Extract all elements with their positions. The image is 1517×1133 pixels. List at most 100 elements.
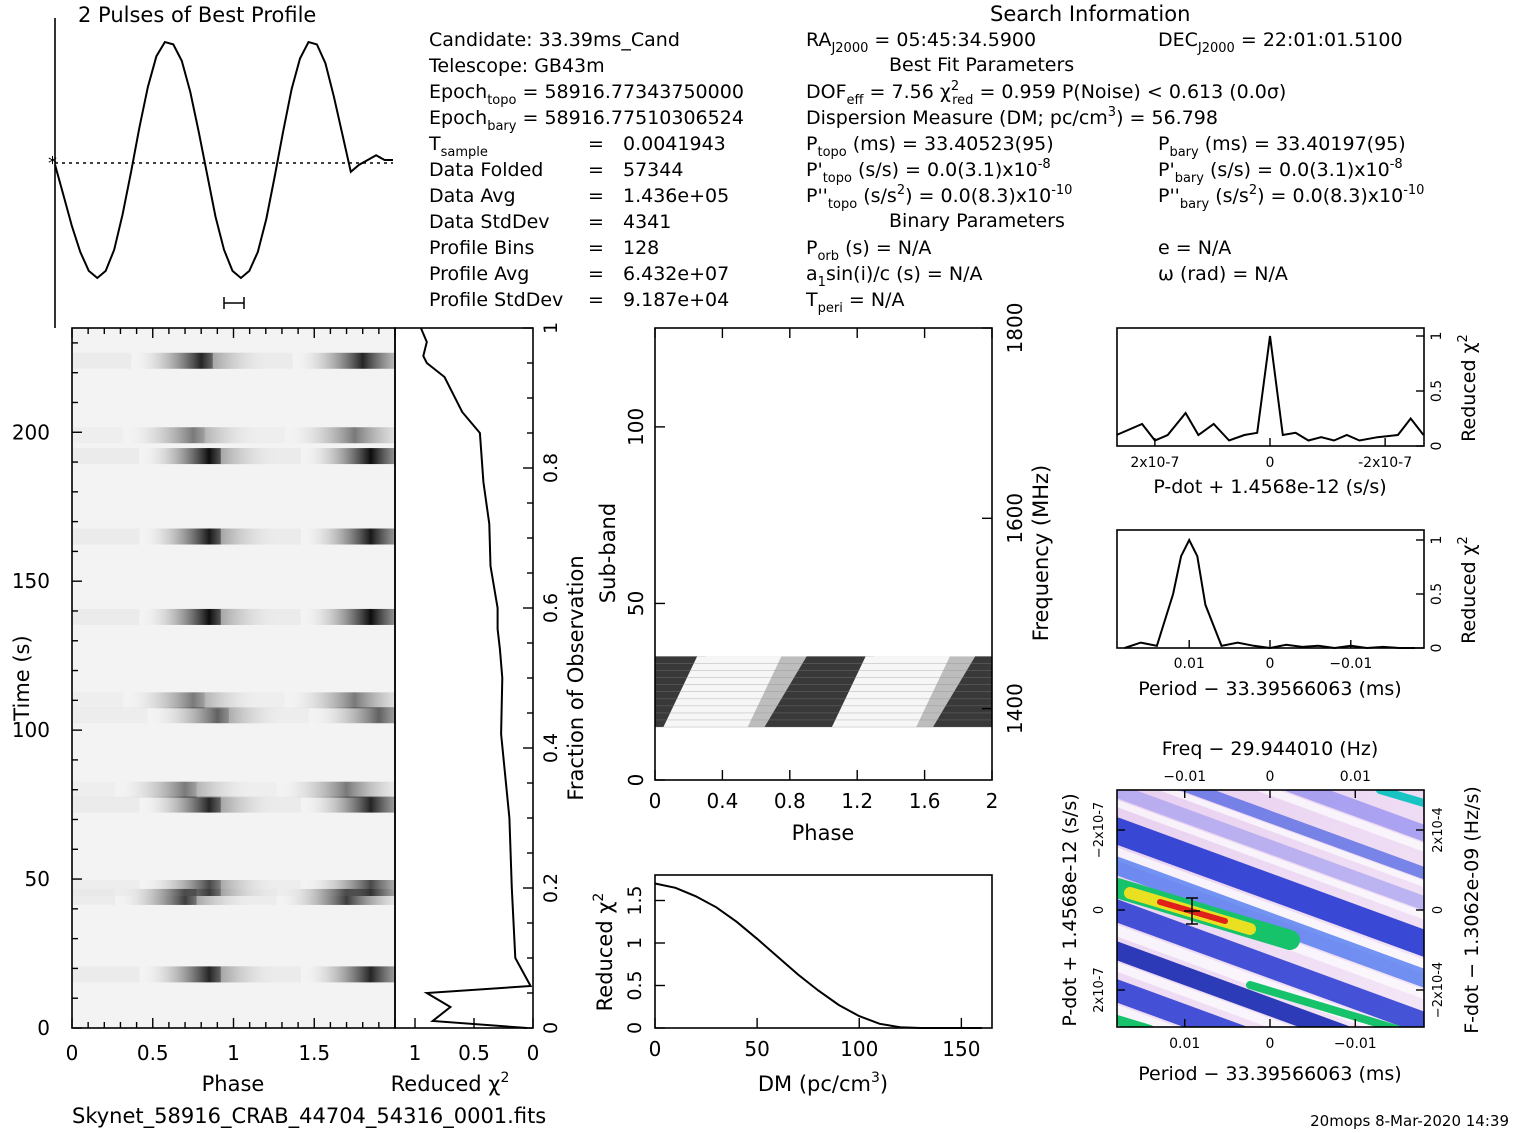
dec-line: DECJ2000 = 22:01:01.5100 <box>1158 29 1403 56</box>
ppdot-corner-peak <box>1376 790 1424 807</box>
best-fit-title: Best Fit Parameters <box>889 54 1074 76</box>
chi2-time-ytick: 0.8 <box>540 453 562 483</box>
ppdot-y2label: F-dot − 1.3062e-09 (Hz/s) <box>1461 786 1483 1034</box>
dm-xtick: 150 <box>942 1037 980 1061</box>
ppdot-contour-highlight <box>1117 962 1294 1027</box>
profile-stddev-eq: = <box>588 289 604 311</box>
pulse-row-band <box>300 880 395 896</box>
dm-axes: 0 50 100 150 0 0.5 1 1.5 <box>624 885 980 1061</box>
ppdot-contour-highlight <box>1117 847 1424 974</box>
dm-xtick: 0 <box>649 1037 662 1061</box>
pulse-row-band <box>300 528 395 545</box>
ppdot-contours <box>1117 790 1424 1027</box>
pdot-ylabel: Reduced χ2 <box>1456 334 1480 442</box>
footer-stamp: 20mops 8-Mar-2020 14:39 <box>1310 1112 1509 1130</box>
pdot-axes: 2x10-7 0 -2x10-7 0 0.5 1 <box>1130 332 1445 471</box>
data-avg-label: Data Avg <box>429 185 516 207</box>
pulse-row-shade <box>72 608 140 625</box>
chi2-time-ytick: 0.4 <box>540 733 562 763</box>
pulse-row-band <box>147 707 288 724</box>
pulse-row-shade <box>220 880 301 896</box>
pdot-ytick: 0 <box>1429 442 1445 451</box>
ra-line: RAJ2000 = 05:45:34.5900 <box>806 29 1036 56</box>
time-phase-xtick: 1.5 <box>298 1041 330 1065</box>
data-stddev-eq: = <box>588 211 604 233</box>
profile-bins-eq: = <box>588 237 604 259</box>
pulse-row-band <box>300 448 395 465</box>
pdot-ytick: 0.5 <box>1429 380 1445 402</box>
binary-title: Binary Parameters <box>889 210 1065 232</box>
subband-y2label: Frequency (MHz) <box>1029 465 1053 641</box>
pdot-xtick: 0 <box>1266 455 1275 471</box>
dm-xlabel: DM (pc/cm3) <box>758 1070 888 1096</box>
period-xlabel: Period − 33.39566063 (ms) <box>1138 678 1401 700</box>
time-phase-ytick: 100 <box>12 718 50 742</box>
period-ytick: 0 <box>1429 644 1445 653</box>
pddot-bary-line: P''bary (s/s2) = 0.0(8.3)x10-10 <box>1158 183 1424 212</box>
ppdot-corner-peak <box>1117 1015 1154 1027</box>
period-xtick: 0 <box>1266 656 1275 672</box>
ppdot-ytick: 2x10-7 <box>1092 967 1107 1012</box>
profile-bins-value: 128 <box>623 237 659 259</box>
pdot-bary-line: P'bary (s/s) = 0.0(3.1)x10-8 <box>1158 157 1403 186</box>
profile-title: 2 Pulses of Best Profile <box>78 3 316 27</box>
pulse-row-shade <box>204 427 285 444</box>
period-axes: 0.01 0 −0.01 0 0.5 1 <box>1174 536 1445 672</box>
ppdot-y2tick: 2x10-4 <box>1431 807 1446 852</box>
subband-ytick: 100 <box>624 408 648 446</box>
tsample-eq: = <box>588 133 604 155</box>
time-phase-background <box>72 328 395 1028</box>
tsample-label: Tsample <box>428 133 488 160</box>
subband-xlabel: Phase <box>792 821 855 845</box>
pulse-row-shade <box>212 352 293 369</box>
pddot-topo-line: P''topo (s/s2) = 0.0(8.3)x10-10 <box>806 183 1072 212</box>
chi2-time-ylabel: Fraction of Observation <box>564 555 588 800</box>
pulse-row-band <box>300 796 395 813</box>
ppdot-topxtick: 0 <box>1266 769 1275 785</box>
ppdot-ytick: 0 <box>1092 906 1107 914</box>
pulse-row-shade <box>196 781 277 798</box>
subband-pulses <box>655 656 992 728</box>
dm-ytick: 1 <box>624 937 646 949</box>
dm-line: Dispersion Measure (DM; pc/cm3) = 56.798 <box>806 105 1218 129</box>
candidate-line: Candidate: 33.39ms_Cand <box>429 29 680 51</box>
ppdot-contour-band <box>1117 899 1424 1027</box>
ppdot-contour-highlight <box>1117 924 1397 1027</box>
pulse-row-shade <box>72 528 140 545</box>
subband-xtick: 0.4 <box>706 789 738 813</box>
ptopo-line: Ptopo (ms) = 33.40523(95) <box>806 133 1054 160</box>
pulse-row-shade <box>72 427 124 444</box>
pulse-row-band <box>276 781 395 798</box>
search-info-title: Search Information <box>990 2 1190 26</box>
search-info-col2: RAJ2000 = 05:45:34.5900 DECJ2000 = 22:01… <box>805 29 1424 316</box>
dm-ytick: 0.5 <box>624 970 646 1000</box>
time-phase-xtick: 0 <box>66 1041 79 1065</box>
subband-ytick: 50 <box>624 591 648 616</box>
porb-line: Porb (s) = N/A <box>806 237 931 264</box>
profile-error-bar <box>223 297 245 309</box>
pulse-row-band <box>292 352 395 369</box>
ppdot-topxtick: −0.01 <box>1163 769 1206 785</box>
subband-xtick: 2 <box>986 789 999 813</box>
pdot-xlabel: P-dot + 1.4568e-12 (s/s) <box>1153 476 1386 498</box>
profile-bins-label: Profile Bins <box>429 237 534 259</box>
ppdot-xtick: 0.01 <box>1169 1036 1200 1052</box>
tperi-line: Tperi = N/A <box>805 289 904 316</box>
chi2-time-ytick: 1 <box>540 322 562 334</box>
ppdot-ytick: −2x10-7 <box>1092 802 1107 858</box>
ppdot-contour-band <box>1179 790 1424 880</box>
subband-y2tick: 1400 <box>1003 683 1027 734</box>
dm-frame <box>654 874 993 1029</box>
time-phase-ytick: 150 <box>12 569 50 593</box>
pulse-row-band <box>115 781 256 798</box>
dm-xtick: 50 <box>744 1037 769 1061</box>
pdot-curve <box>1116 335 1425 442</box>
time-phase-axes: 0 0.5 1 1.5 0 50 100 150 200 <box>12 328 396 1065</box>
dm-ylabel: Reduced χ2 <box>591 893 617 1012</box>
data-folded-eq: = <box>588 159 604 181</box>
pulse-row-shade <box>72 880 140 896</box>
data-stddev-label: Data StdDev <box>429 211 550 233</box>
ppdot-contour-highlight <box>1117 799 1424 920</box>
subband-xtick: 1.6 <box>909 789 941 813</box>
